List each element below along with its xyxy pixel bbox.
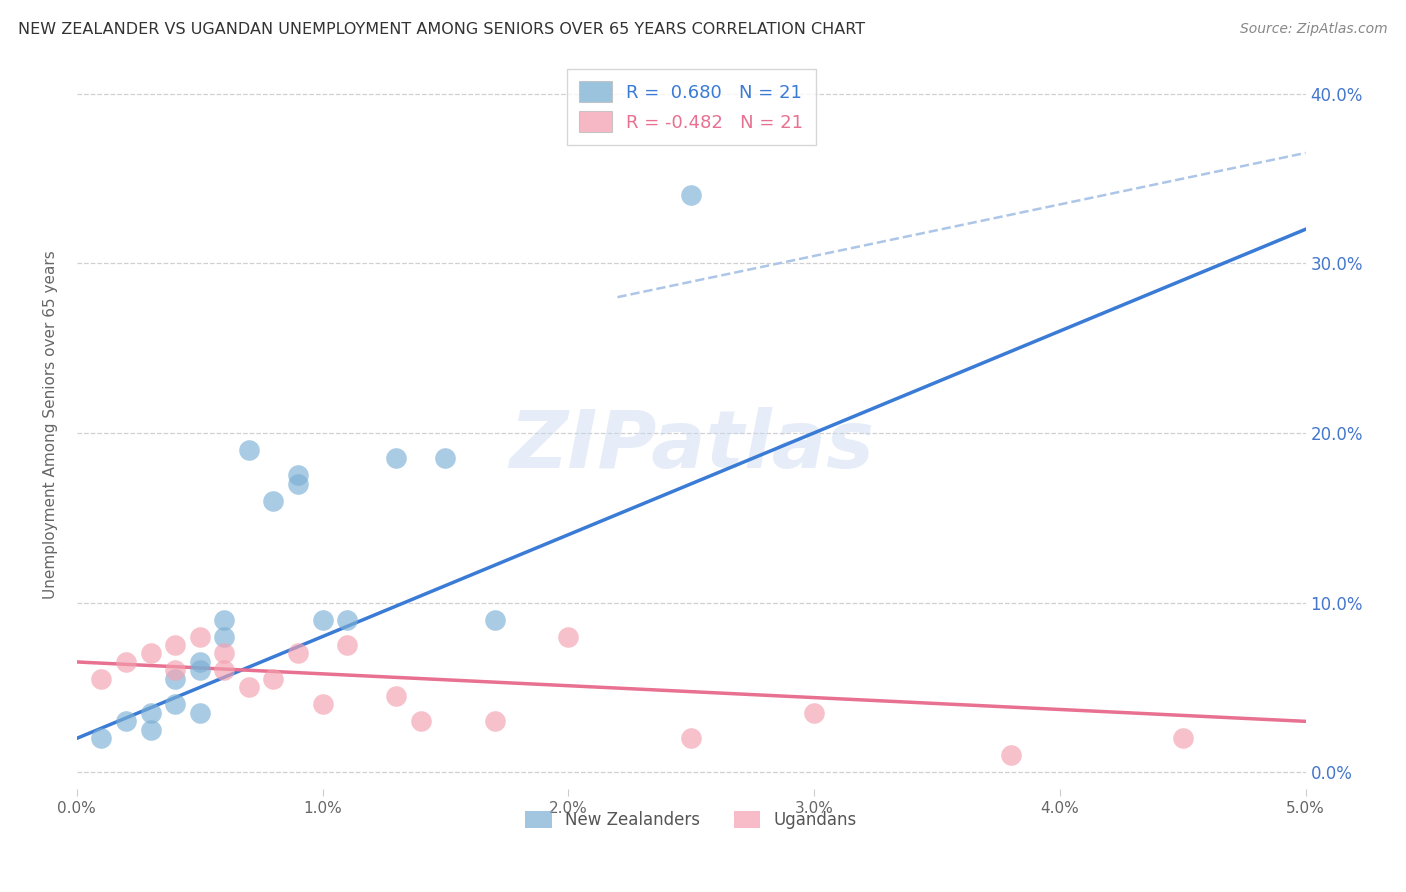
Point [262,493,284,508]
Text: NEW ZEALANDER VS UGANDAN UNEMPLOYMENT AMONG SENIORS OVER 65 YEARS CORRELATION CH: NEW ZEALANDER VS UGANDAN UNEMPLOYMENT AM… [18,22,866,37]
Point [188,630,211,644]
Point [287,468,309,483]
Point [238,681,260,695]
Point [165,638,187,652]
Point [188,706,211,720]
Point [214,664,236,678]
Point [115,655,138,669]
Point [1171,731,1194,746]
Point [484,613,506,627]
Point [214,630,236,644]
Point [484,714,506,729]
Point [681,731,703,746]
Text: Source: ZipAtlas.com: Source: ZipAtlas.com [1240,22,1388,37]
Point [336,638,359,652]
Point [287,647,309,661]
Point [90,672,112,686]
Point [434,451,457,466]
Point [139,706,162,720]
Point [238,442,260,457]
Point [262,672,284,686]
Point [165,672,187,686]
Point [139,723,162,737]
Y-axis label: Unemployment Among Seniors over 65 years: Unemployment Among Seniors over 65 years [44,250,58,599]
Point [165,698,187,712]
Text: ZIPatlas: ZIPatlas [509,408,873,485]
Point [165,664,187,678]
Point [90,731,112,746]
Point [336,613,359,627]
Point [115,714,138,729]
Point [287,476,309,491]
Point [188,655,211,669]
Point [803,706,825,720]
Point [214,613,236,627]
Point [1000,748,1022,763]
Point [139,647,162,661]
Point [681,188,703,202]
Point [214,647,236,661]
Legend: New Zealanders, Ugandans: New Zealanders, Ugandans [519,804,863,836]
Point [385,451,408,466]
Point [311,698,333,712]
Point [385,689,408,703]
Point [311,613,333,627]
Point [409,714,432,729]
Point [557,630,579,644]
Point [188,664,211,678]
